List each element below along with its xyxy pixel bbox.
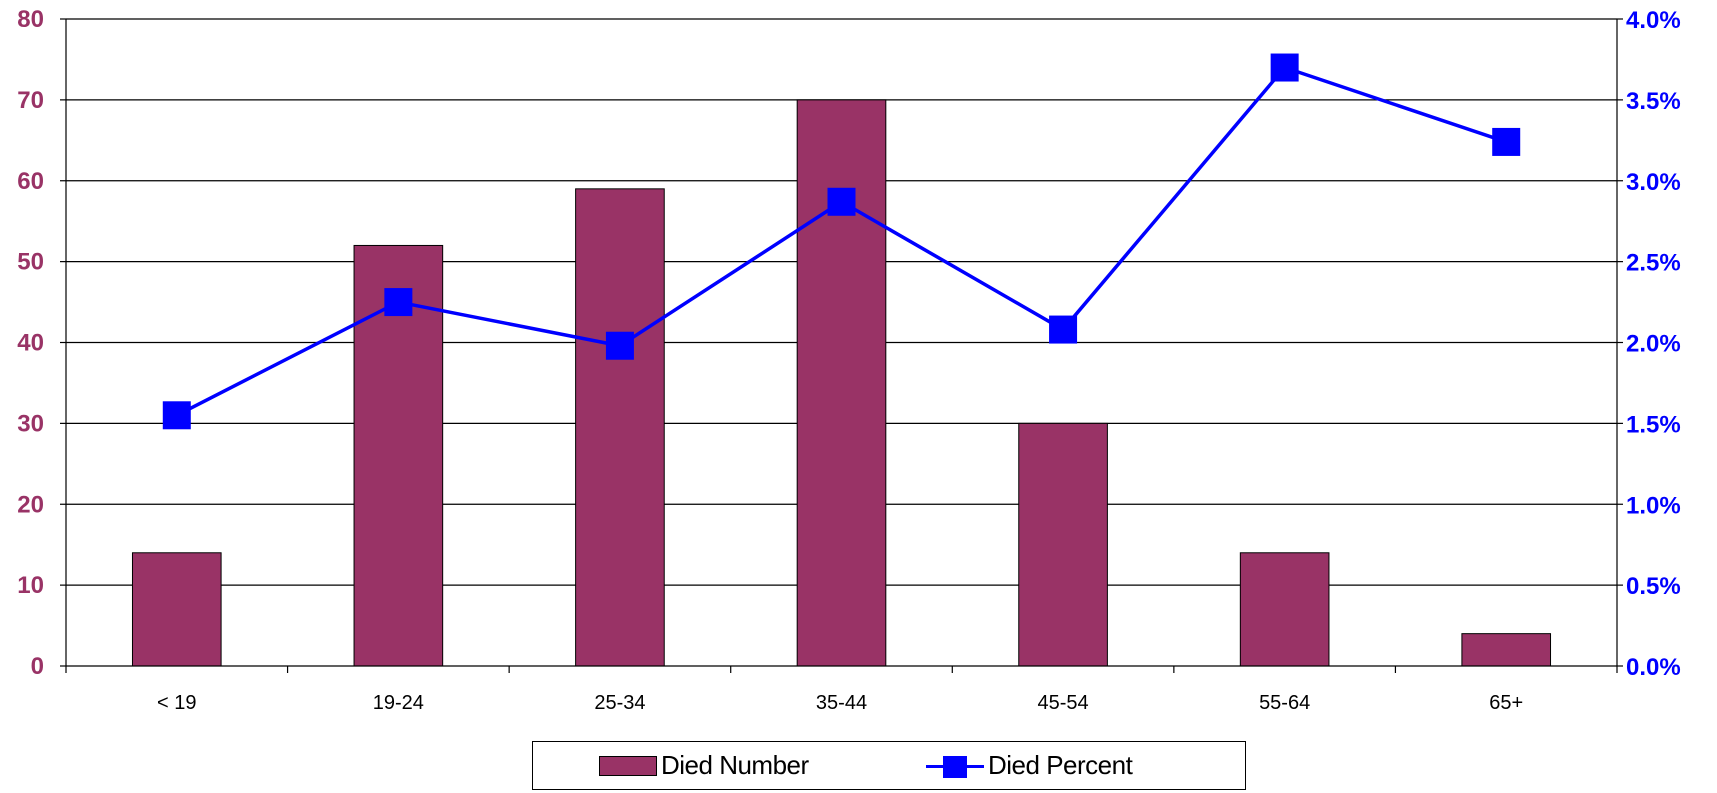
legend-bar-swatch [599, 755, 657, 776]
left-axis-tick-label: 50 [17, 249, 44, 276]
left-axis-tick-labels: 0 10 20 30 40 50 60 70 80 [17, 6, 44, 680]
right-axis-tick-label: 2.5% [1626, 250, 1681, 277]
right-axis-tick-label: 1.0% [1626, 492, 1681, 519]
left-axis-tick-label: 20 [17, 491, 44, 518]
right-axis-tick-label: 1.5% [1626, 411, 1681, 438]
bar-series [131, 99, 1552, 667]
x-axis-category-label: 19-24 [373, 692, 424, 714]
left-axis-tick-label: 70 [17, 87, 44, 114]
left-axis-tick-label: 40 [17, 330, 44, 357]
x-axis-category-label: < 19 [157, 692, 196, 714]
legend-item-died-number: Died Number [599, 742, 809, 789]
x-axis-tick-labels: < 19 19-24 25-34 35-44 45-54 55-64 65+ [157, 692, 1523, 714]
right-axis-tick-label: 4.0% [1626, 7, 1681, 34]
bar-died-number [575, 188, 665, 667]
right-axis-tick-label: 0.5% [1626, 573, 1681, 600]
bar-died-number [1461, 633, 1552, 667]
legend-line-swatch [926, 755, 984, 778]
left-axis-tick-label: 0 [31, 653, 44, 680]
line-series [162, 53, 1521, 430]
bar-died-number [1018, 422, 1108, 667]
left-axis-tick-label: 80 [17, 6, 44, 33]
left-axis-tick-label: 60 [17, 168, 44, 195]
right-axis-tick-label: 2.0% [1626, 331, 1681, 358]
x-axis-category-label: 35-44 [816, 692, 867, 714]
x-axis-category-label: 55-64 [1259, 692, 1310, 714]
point-died-percent [827, 187, 856, 216]
bar-died-number [796, 99, 887, 667]
point-died-percent [1049, 315, 1078, 344]
point-died-percent [1270, 53, 1299, 82]
right-axis-tick-label: 3.0% [1626, 169, 1681, 196]
x-axis-category-label: 25-34 [594, 692, 645, 714]
left-axis-tick-label: 10 [17, 572, 44, 599]
left-axis-tick-label: 30 [17, 410, 44, 437]
legend: Died Number Died Percent [532, 741, 1246, 790]
legend-label-died-number: Died Number [661, 750, 809, 780]
bar-died-number [1239, 552, 1330, 667]
point-died-percent [162, 401, 191, 430]
point-died-percent [605, 331, 634, 360]
right-axis-tick-labels: 0.0% 0.5% 1.0% 1.5% 2.0% 2.5% 3.0% 3.5% 4.0% [1626, 7, 1681, 681]
point-died-percent [384, 288, 413, 317]
legend-item-died-percent: Died Percent [926, 742, 1133, 789]
legend-label-died-percent: Died Percent [988, 750, 1133, 780]
axes [60, 18, 1623, 673]
bar-died-number [131, 552, 222, 667]
point-died-percent [1492, 127, 1521, 156]
right-axis-tick-label: 0.0% [1626, 654, 1681, 681]
x-axis-category-label: 65+ [1489, 692, 1523, 714]
x-axis-category-label: 45-54 [1037, 692, 1088, 714]
right-axis-tick-label: 3.5% [1626, 88, 1681, 115]
